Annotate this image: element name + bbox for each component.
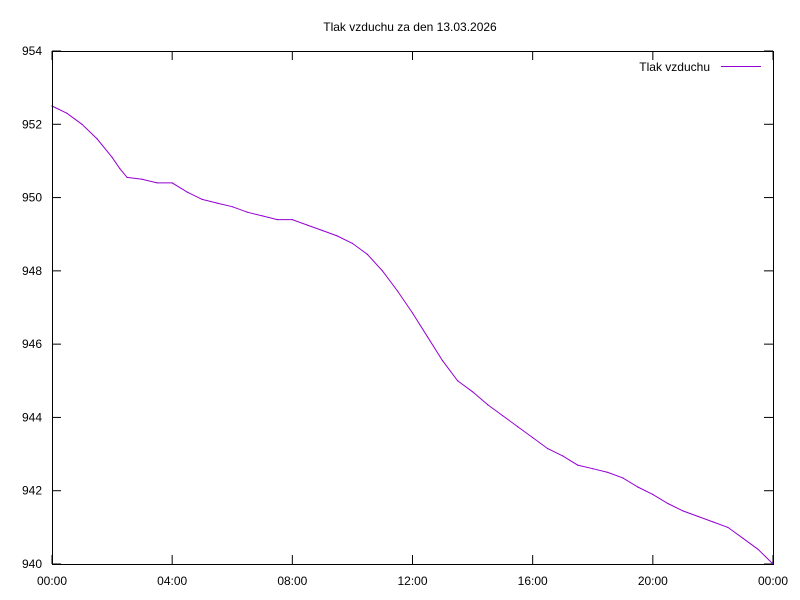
data-point xyxy=(487,404,489,406)
data-point xyxy=(472,391,474,393)
data-point xyxy=(727,526,729,529)
data-point xyxy=(757,548,759,550)
data-point xyxy=(261,215,263,217)
data-point xyxy=(291,219,293,221)
data-point xyxy=(231,206,233,208)
data-point xyxy=(411,312,414,314)
x-tick-label: 20:00 xyxy=(638,574,668,588)
data-point xyxy=(351,242,353,244)
data-point xyxy=(562,455,564,457)
data-point xyxy=(201,198,203,200)
data-point xyxy=(171,182,173,184)
data-point xyxy=(712,521,714,523)
data-point xyxy=(321,229,323,232)
data-point xyxy=(637,486,639,488)
data-point xyxy=(517,426,519,428)
data-point xyxy=(592,468,594,470)
data-point xyxy=(742,537,744,539)
y-tick-label: 954 xyxy=(22,44,42,58)
data-point xyxy=(141,178,143,180)
data-point xyxy=(306,224,308,226)
data-point xyxy=(652,493,654,495)
data-point xyxy=(697,515,699,518)
data-point xyxy=(66,112,68,114)
x-tick-label: 00:00 xyxy=(758,574,788,588)
plot-frame xyxy=(52,51,774,565)
data-point xyxy=(119,167,121,169)
data-point xyxy=(336,235,338,237)
data-point xyxy=(667,502,669,505)
data-point xyxy=(96,138,98,140)
data-point xyxy=(457,380,459,382)
data-point xyxy=(276,219,278,221)
series-layer xyxy=(51,105,774,565)
data-point xyxy=(366,253,368,255)
legend: Tlak vzduchu xyxy=(639,60,761,74)
data-point xyxy=(381,270,384,272)
data-point xyxy=(246,211,248,213)
data-point xyxy=(532,437,534,439)
chart-title: Tlak vzduchu za den 13.03.2026 xyxy=(323,20,497,34)
y-tick-label: 946 xyxy=(22,337,42,351)
data-point xyxy=(502,415,504,417)
data-point xyxy=(111,156,113,158)
data-point xyxy=(81,123,83,125)
data-point xyxy=(547,448,549,450)
y-tick-label: 950 xyxy=(22,191,42,205)
data-point xyxy=(577,464,579,466)
y-tick-label: 942 xyxy=(22,484,42,498)
x-tick-label: 08:00 xyxy=(277,574,307,588)
data-point xyxy=(396,290,399,292)
data-point xyxy=(126,176,128,178)
y-tick-label: 944 xyxy=(22,410,42,424)
y-tick-label: 952 xyxy=(22,117,42,131)
data-point xyxy=(216,202,218,204)
data-point xyxy=(607,471,609,473)
x-tick-label: 04:00 xyxy=(157,574,187,588)
x-tick-label: 16:00 xyxy=(518,574,548,588)
data-point xyxy=(186,191,188,193)
y-axis: 954 952 950 948 946 944 942 940 xyxy=(22,44,773,571)
data-point xyxy=(426,336,429,338)
series-line xyxy=(51,105,774,565)
data-point xyxy=(682,510,684,512)
x-tick-label: 00:00 xyxy=(37,574,67,588)
x-tick-label: 12:00 xyxy=(397,574,427,588)
y-tick-label: 948 xyxy=(22,264,42,278)
data-point xyxy=(156,182,158,184)
legend-label: Tlak vzduchu xyxy=(639,60,710,74)
y-tick-label: 940 xyxy=(22,557,42,571)
data-point xyxy=(441,360,444,362)
data-point xyxy=(622,477,624,479)
